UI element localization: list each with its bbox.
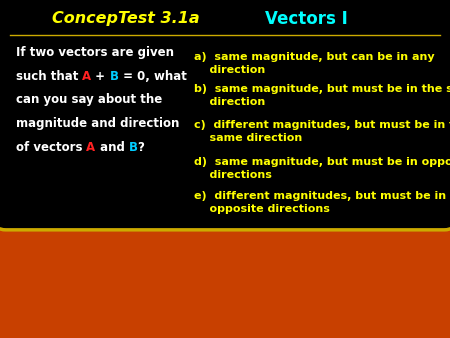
Text: Vectors I: Vectors I bbox=[265, 9, 347, 28]
Text: and: and bbox=[95, 141, 129, 153]
Text: can you say about the: can you say about the bbox=[16, 93, 162, 106]
Text: magnitude and direction: magnitude and direction bbox=[16, 117, 179, 130]
Text: c)  different magnitudes, but must be in the
    same direction: c) different magnitudes, but must be in … bbox=[194, 120, 450, 143]
Text: A: A bbox=[86, 141, 95, 153]
Text: b)  same magnitude, but must be in the same
    direction: b) same magnitude, but must be in the sa… bbox=[194, 84, 450, 107]
Text: d)  same magnitude, but must be in opposite
    directions: d) same magnitude, but must be in opposi… bbox=[194, 157, 450, 180]
Text: = 0, what: = 0, what bbox=[118, 70, 186, 82]
Text: a)  same magnitude, but can be in any
    direction: a) same magnitude, but can be in any dir… bbox=[194, 52, 434, 75]
Text: B: B bbox=[109, 70, 118, 82]
Text: e)  different magnitudes, but must be in
    opposite directions: e) different magnitudes, but must be in … bbox=[194, 191, 446, 214]
Text: ConcepTest 3.1a: ConcepTest 3.1a bbox=[52, 11, 200, 26]
Text: B: B bbox=[129, 141, 138, 153]
Text: A: A bbox=[82, 70, 91, 82]
Text: If two vectors are given: If two vectors are given bbox=[16, 46, 174, 59]
Text: of vectors: of vectors bbox=[16, 141, 86, 153]
FancyBboxPatch shape bbox=[0, 0, 450, 230]
Text: ?: ? bbox=[138, 141, 144, 153]
Text: such that: such that bbox=[16, 70, 82, 82]
Text: +: + bbox=[91, 70, 109, 82]
